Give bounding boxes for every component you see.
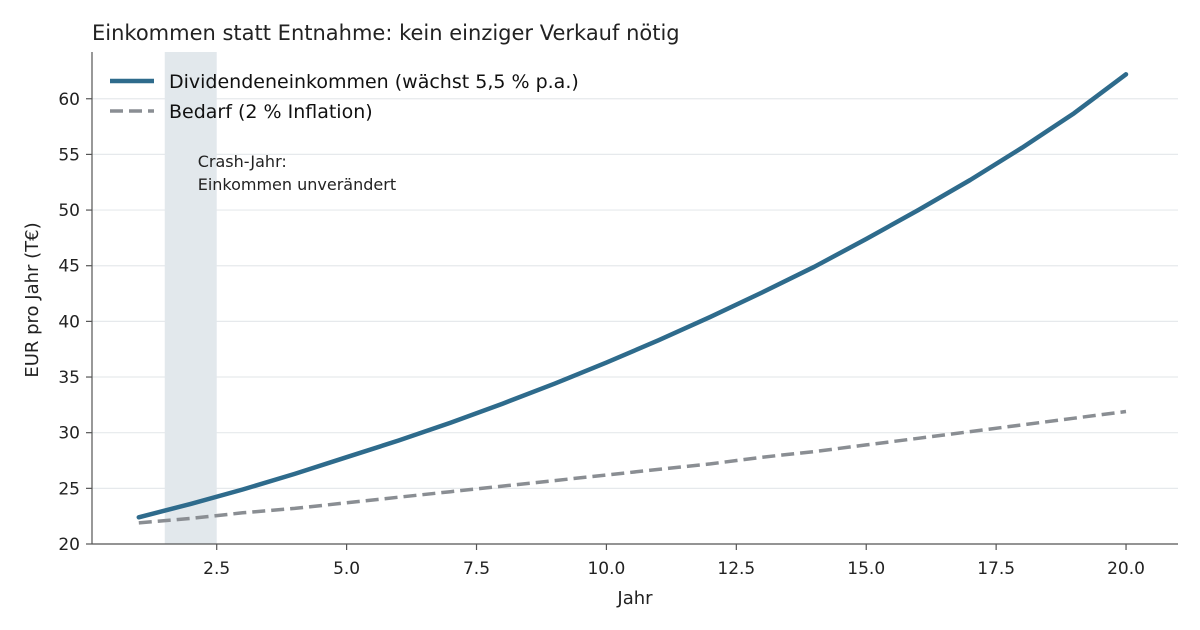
legend-label: Dividendeneinkommen (wächst 5,5 % p.a.) bbox=[169, 71, 579, 93]
y-tick-label: 25 bbox=[58, 479, 80, 499]
x-tick-label: 7.5 bbox=[463, 559, 490, 579]
x-tick-label: 12.5 bbox=[717, 559, 755, 579]
band-annotation: Crash-Jahr: Einkommen unverändert bbox=[198, 152, 396, 194]
series-layer bbox=[136, 72, 1129, 525]
y-tick-label: 35 bbox=[58, 368, 80, 388]
crash-year-band bbox=[164, 52, 217, 544]
demand-line bbox=[138, 409, 1127, 525]
legend-label: Bedarf (2 % Inflation) bbox=[169, 101, 373, 123]
x-axis-label: Jahr bbox=[616, 588, 653, 609]
highlight-band-layer bbox=[164, 52, 217, 544]
x-tick-label: 5.0 bbox=[333, 559, 360, 579]
y-axis-label: EUR pro Jahr (T€) bbox=[22, 222, 43, 377]
band-annotation-line: Einkommen unverändert bbox=[198, 175, 396, 194]
band-annotation-line: Crash-Jahr: bbox=[198, 152, 287, 171]
y-tick-label: 30 bbox=[58, 424, 80, 444]
y-ticks: 20 25 30 35 40 45 50 55 60 bbox=[58, 90, 92, 555]
y-tick-label: 60 bbox=[58, 90, 80, 110]
dividend-income-line bbox=[136, 72, 1129, 520]
legend: Dividendeneinkommen (wächst 5,5 % p.a.) B… bbox=[110, 71, 579, 123]
chart-title: Einkommen statt Entnahme: kein einziger … bbox=[92, 21, 680, 45]
y-tick-label: 55 bbox=[58, 145, 80, 165]
x-ticks: 2.5 5.0 7.5 10.0 12.5 15.0 17.5 20.0 bbox=[203, 544, 1145, 579]
y-tick-label: 20 bbox=[58, 535, 80, 555]
x-tick-label: 2.5 bbox=[203, 559, 230, 579]
axes bbox=[91, 52, 1178, 545]
y-tick-label: 45 bbox=[58, 257, 80, 277]
x-tick-label: 15.0 bbox=[847, 559, 885, 579]
grid-lines bbox=[92, 98, 1178, 489]
x-tick-label: 20.0 bbox=[1107, 559, 1145, 579]
x-tick-label: 17.5 bbox=[977, 559, 1015, 579]
y-tick-label: 50 bbox=[58, 201, 80, 221]
x-tick-label: 10.0 bbox=[587, 559, 625, 579]
y-tick-label: 40 bbox=[58, 312, 80, 332]
